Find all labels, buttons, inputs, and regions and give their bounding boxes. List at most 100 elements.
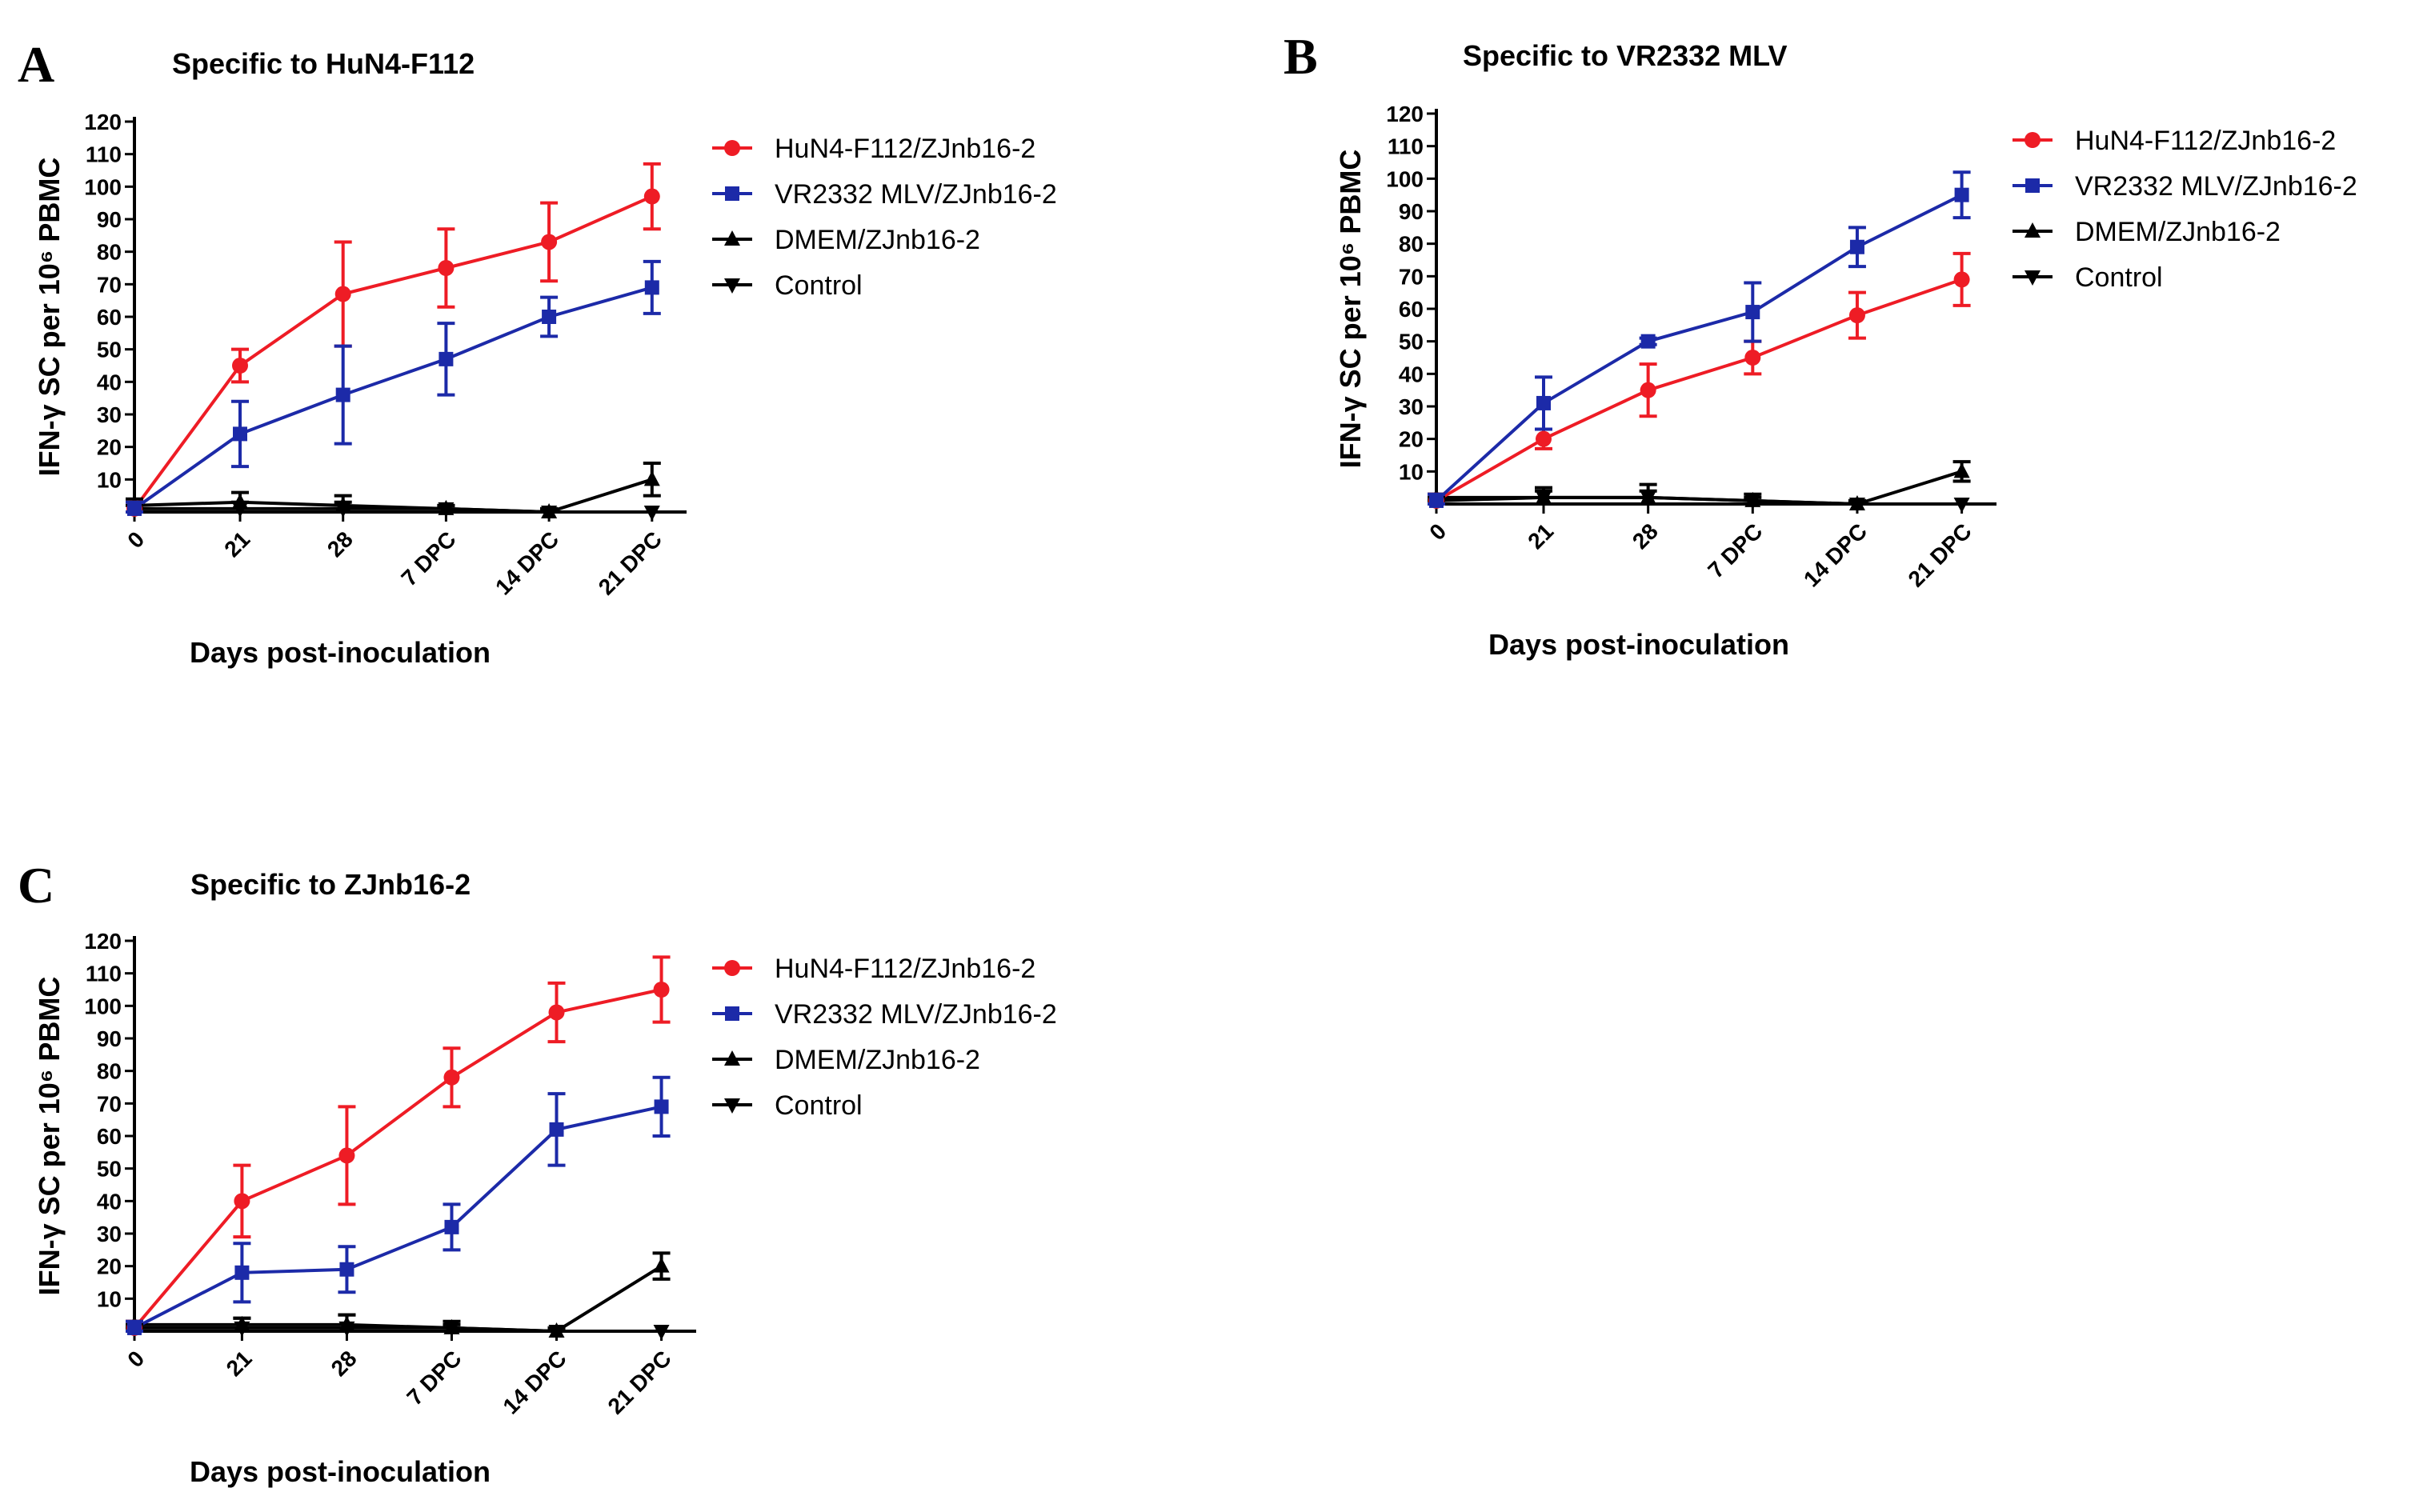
- legend-label: Control: [775, 1090, 863, 1121]
- panel-letter: C: [18, 857, 54, 914]
- series-line-3: [134, 506, 652, 514]
- data-point: [1953, 271, 1970, 288]
- legend-label: HuN4-F112/ZJnb16-2: [775, 954, 1035, 984]
- x-tick-label: 14 DPC: [499, 1346, 571, 1418]
- series-line-0: [133, 194, 653, 510]
- y-tick-label: 110: [86, 142, 122, 167]
- legend-item: HuN4-F112/ZJnb16-2: [712, 134, 1035, 164]
- legend-marker: [725, 186, 739, 201]
- data-point: [1745, 305, 1760, 320]
- legend-label: Control: [2075, 262, 2163, 293]
- chart-title: Specific to HuN4-F112: [172, 47, 475, 80]
- y-tick-label: 60: [97, 1124, 122, 1149]
- series-line-2: [134, 1264, 663, 1334]
- y-tick-label: 40: [97, 370, 122, 394]
- data-point: [643, 470, 660, 486]
- y-tick-label: 110: [86, 962, 122, 986]
- y-tick-label: 120: [1386, 102, 1424, 126]
- legend-label: VR2332 MLV/ZJnb16-2: [775, 179, 1057, 210]
- panel-letter: A: [18, 36, 54, 93]
- data-point: [1640, 382, 1656, 398]
- legend-label: DMEM/ZJnb16-2: [2075, 217, 2281, 247]
- data-point: [1953, 498, 1970, 513]
- data-point: [644, 280, 659, 295]
- legend-item: DMEM/ZJnb16-2: [2012, 217, 2281, 247]
- x-tick-label: 21: [1523, 518, 1558, 554]
- y-tick-label: 100: [1386, 166, 1424, 191]
- legend-label: Control: [775, 270, 863, 301]
- legend-marker: [725, 1006, 739, 1021]
- x-tick-label: 21: [222, 1346, 257, 1381]
- y-tick-label: 30: [1399, 394, 1424, 419]
- data-point: [1536, 430, 1552, 447]
- y-tick-label: 90: [97, 207, 122, 232]
- y-tick-label: 80: [97, 1059, 122, 1084]
- y-tick-label: 70: [97, 1091, 122, 1116]
- x-tick-label: 7 DPC: [1703, 518, 1767, 582]
- x-axis-title: Days post-inoculation: [190, 636, 491, 669]
- y-axis-title: IFN-γ SC per 10⁶ PBMC: [1334, 150, 1367, 469]
- y-tick-label: 20: [97, 435, 122, 460]
- data-point: [234, 1315, 250, 1331]
- data-point: [334, 496, 351, 512]
- data-point: [1848, 307, 1865, 324]
- data-point: [542, 310, 557, 324]
- data-point: [334, 286, 351, 302]
- data-point: [338, 1315, 355, 1331]
- data-point: [643, 506, 660, 521]
- legend-marker: [2025, 270, 2041, 286]
- data-point: [1429, 493, 1444, 508]
- legend-item: VR2332 MLV/ZJnb16-2: [712, 999, 1057, 1030]
- legend-label: VR2332 MLV/ZJnb16-2: [775, 999, 1057, 1030]
- panel-a: A Specific to HuN4-F112 10 20 30 40 50 60 70 80 90…: [18, 36, 1057, 669]
- data-point: [1953, 462, 1970, 478]
- series-line-3: [134, 1326, 662, 1333]
- y-tick-label: 90: [1399, 199, 1424, 224]
- y-axis-title: IFN-γ SC per 10⁶ PBMC: [33, 977, 66, 1296]
- x-tick-label: 21 DPC: [603, 1346, 676, 1418]
- x-tick-label: 28: [1628, 518, 1663, 554]
- y-tick-label: 10: [97, 1286, 122, 1311]
- legend-label: DMEM/ZJnb16-2: [775, 225, 980, 255]
- y-tick-label: 80: [97, 240, 122, 265]
- data-point: [232, 358, 248, 374]
- legend-item: DMEM/ZJnb16-2: [712, 225, 980, 255]
- y-axis-title: IFN-γ SC per 10⁶ PBMC: [33, 158, 66, 477]
- y-tick-label: 50: [1399, 330, 1424, 354]
- x-tick-label: 14 DPC: [491, 526, 563, 599]
- data-point: [1848, 495, 1865, 510]
- y-tick-label: 70: [97, 272, 122, 297]
- y-tick-label: 20: [97, 1254, 122, 1279]
- data-point: [439, 351, 454, 366]
- x-tick-label: 7 DPC: [402, 1346, 466, 1410]
- data-point: [653, 1257, 670, 1273]
- data-point: [335, 387, 350, 402]
- x-tick-label: 28: [322, 526, 358, 562]
- data-point: [653, 1325, 670, 1340]
- data-point: [1744, 491, 1761, 507]
- data-point: [338, 1147, 355, 1164]
- x-tick-label: 0: [122, 1346, 149, 1372]
- legend-item: DMEM/ZJnb16-2: [712, 1045, 980, 1075]
- y-tick-label: 60: [97, 305, 122, 330]
- data-point: [438, 499, 455, 515]
- y-tick-label: 90: [97, 1026, 122, 1051]
- data-point: [1536, 395, 1551, 410]
- y-tick-label: 50: [97, 1157, 122, 1182]
- x-tick-label: 21 DPC: [1904, 518, 1976, 591]
- y-tick-label: 40: [1399, 362, 1424, 386]
- legend-item: Control: [712, 270, 863, 301]
- data-point: [548, 1322, 565, 1338]
- x-tick-label: 0: [1424, 518, 1451, 545]
- y-tick-label: 10: [97, 467, 122, 492]
- y-tick-label: 30: [97, 402, 122, 427]
- legend-label: HuN4-F112/ZJnb16-2: [2075, 126, 2336, 156]
- data-point: [548, 1004, 565, 1021]
- series-line-1: [1435, 193, 1963, 502]
- legend-label: DMEM/ZJnb16-2: [775, 1045, 980, 1075]
- legend-marker: [2025, 132, 2041, 148]
- data-point: [653, 982, 670, 998]
- data-point: [234, 1265, 250, 1280]
- chart-title: Specific to ZJnb16-2: [190, 868, 471, 901]
